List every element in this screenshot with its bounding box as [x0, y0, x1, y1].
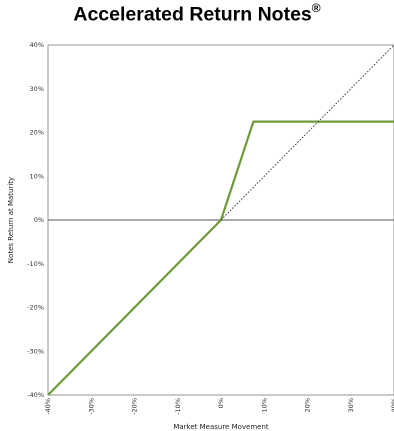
- y-tick-label: -40%: [27, 391, 44, 399]
- y-tick-label: 0%: [34, 216, 44, 224]
- y-tick-label: -10%: [27, 260, 44, 268]
- x-tick-label: 0%: [217, 398, 225, 408]
- chart-title-text: Accelerated Return Notes: [73, 3, 312, 26]
- x-tick-label: -10%: [174, 398, 182, 415]
- x-tick-label: -20%: [131, 398, 139, 415]
- x-tick-label: 30%: [347, 398, 355, 412]
- chart-title: Accelerated Return Notes®: [0, 1, 394, 27]
- x-axis-label: Market Measure Movement: [173, 423, 269, 431]
- series-group: [47, 44, 394, 396]
- y-tick-label: 30%: [30, 85, 44, 93]
- x-tick-label: -40%: [44, 398, 52, 415]
- y-tick-labels: 40% 30% 20% 10% 0% -10% -20% -30% -40%: [27, 41, 44, 399]
- x-tick-label: 10%: [260, 398, 268, 412]
- x-tick-label: 40%: [390, 398, 394, 412]
- y-tick-label: -30%: [27, 347, 44, 355]
- x-tick-labels: -40% -30% -20% -10% 0% 10% 20% 30% 40%: [44, 398, 394, 415]
- registered-mark: ®: [311, 1, 321, 15]
- y-tick-label: 20%: [30, 129, 44, 137]
- y-tick-label: 40%: [30, 41, 44, 49]
- x-tick-label: 20%: [304, 398, 312, 412]
- market-measure-reference-line: [220, 44, 394, 221]
- y-axis-label: Notes Return at Maturity: [7, 177, 15, 263]
- y-tick-label: 10%: [30, 172, 44, 180]
- x-tick-label: -30%: [87, 398, 95, 415]
- y-tick-label: -20%: [27, 304, 44, 312]
- notes-return-line: [47, 120, 394, 396]
